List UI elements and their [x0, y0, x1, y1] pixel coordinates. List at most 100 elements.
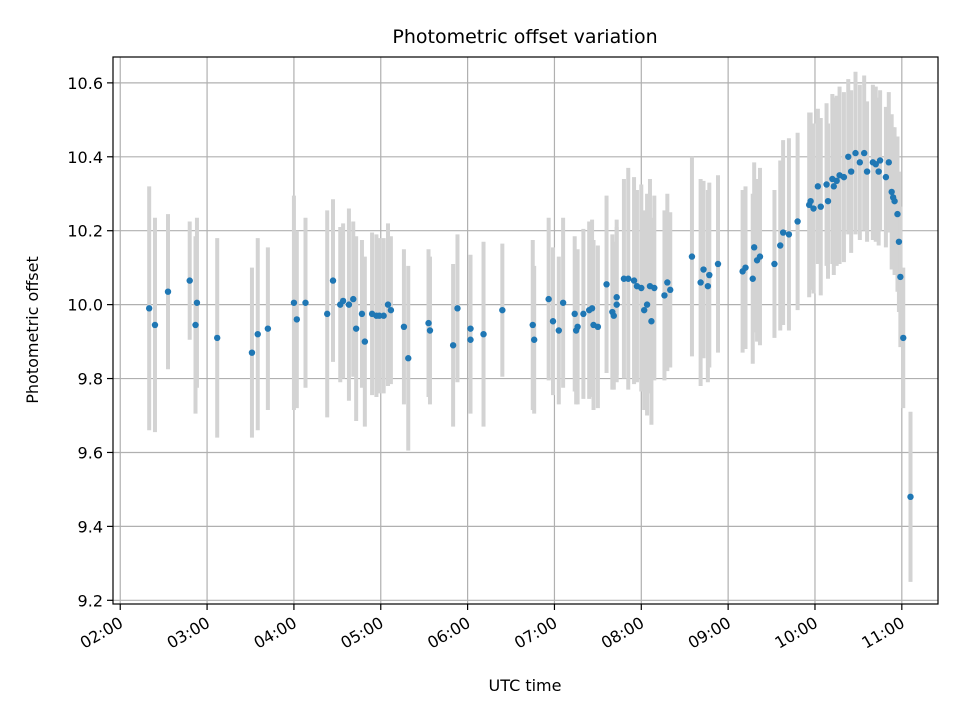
y-tick-label: 10.2	[67, 222, 103, 241]
data-point	[145, 305, 153, 312]
data-point	[807, 197, 814, 205]
data-point	[852, 149, 859, 157]
data-point	[555, 327, 562, 334]
data-point	[480, 330, 487, 338]
data-point	[810, 205, 817, 212]
data-point	[706, 271, 713, 279]
data-point	[425, 319, 432, 327]
data-point	[549, 318, 557, 325]
data-point	[588, 305, 596, 312]
data-point	[863, 168, 871, 175]
data-point	[574, 323, 581, 331]
data-point	[847, 168, 855, 175]
data-point	[824, 197, 832, 205]
data-point	[894, 210, 901, 218]
data-point	[817, 203, 824, 210]
y-tick-label: 10.4	[67, 148, 103, 167]
data-point	[559, 299, 567, 306]
data-point	[467, 325, 474, 332]
data-point	[697, 279, 704, 286]
y-axis: 9.2 9.4 9.6 9.8 10.0 10.2 10.4 10.6	[67, 74, 113, 610]
data-point	[248, 349, 256, 356]
data-point	[630, 277, 638, 284]
data-point	[897, 273, 904, 281]
data-point	[384, 301, 392, 308]
data-point	[324, 310, 331, 318]
data-point	[777, 242, 784, 249]
data-point	[794, 218, 801, 225]
data-point	[830, 183, 837, 190]
data-point	[664, 279, 671, 286]
data-point	[358, 310, 366, 318]
data-point	[779, 229, 787, 236]
data-point	[648, 318, 655, 325]
data-point	[329, 277, 337, 284]
data-point	[900, 334, 907, 342]
data-point	[688, 253, 696, 260]
data-point	[888, 188, 895, 196]
data-point	[571, 310, 578, 318]
data-point	[749, 275, 756, 282]
y-tick-label: 10.6	[67, 74, 103, 93]
data-point	[529, 321, 536, 329]
data-point	[293, 316, 301, 323]
plot-frame	[112, 56, 939, 605]
data-point	[640, 306, 648, 314]
y-tick-label: 9.8	[78, 370, 103, 389]
data-point	[814, 183, 822, 190]
y-tick-label: 10.0	[67, 296, 103, 315]
data-point	[750, 244, 758, 251]
data-point	[214, 334, 221, 342]
data-point	[667, 286, 674, 294]
y-tick-label: 9.6	[78, 443, 103, 462]
data-point	[499, 306, 506, 314]
data-point	[872, 160, 879, 168]
data-point	[613, 294, 620, 301]
data-point	[613, 301, 620, 308]
data-point	[823, 181, 830, 188]
chart-title: Photometric offset variation	[392, 26, 657, 48]
data-point	[192, 321, 199, 329]
data-points	[145, 149, 914, 501]
data-point	[545, 295, 552, 303]
data-point	[756, 253, 764, 260]
data-point	[426, 327, 434, 334]
data-point	[907, 493, 914, 501]
data-point	[651, 284, 658, 292]
data-point	[661, 292, 668, 299]
data-point	[352, 325, 360, 332]
data-point	[264, 325, 272, 332]
data-point	[704, 282, 712, 290]
data-point	[193, 299, 201, 306]
data-point	[467, 336, 474, 343]
data-point	[345, 301, 353, 308]
data-point	[405, 355, 412, 362]
x-axis-label: UTC time	[489, 676, 562, 695]
data-point	[530, 336, 538, 343]
data-point	[594, 323, 602, 331]
data-point	[387, 306, 395, 314]
data-point	[638, 284, 645, 292]
data-point	[380, 312, 387, 319]
data-point	[610, 312, 617, 319]
data-point	[164, 288, 172, 295]
grid	[113, 57, 938, 604]
data-point	[856, 159, 864, 166]
data-point	[714, 260, 722, 268]
data-point	[603, 281, 610, 288]
data-point	[895, 238, 903, 245]
data-point	[186, 277, 193, 284]
data-point	[885, 159, 892, 166]
data-point	[833, 177, 840, 185]
data-point	[876, 157, 884, 164]
data-point	[643, 301, 651, 308]
data-point	[454, 305, 461, 312]
y-tick-label: 9.4	[78, 517, 103, 536]
data-point	[845, 153, 852, 160]
data-point	[254, 330, 261, 338]
data-point	[785, 231, 793, 238]
data-point	[875, 168, 882, 175]
data-point	[361, 338, 369, 345]
data-point	[400, 323, 408, 331]
